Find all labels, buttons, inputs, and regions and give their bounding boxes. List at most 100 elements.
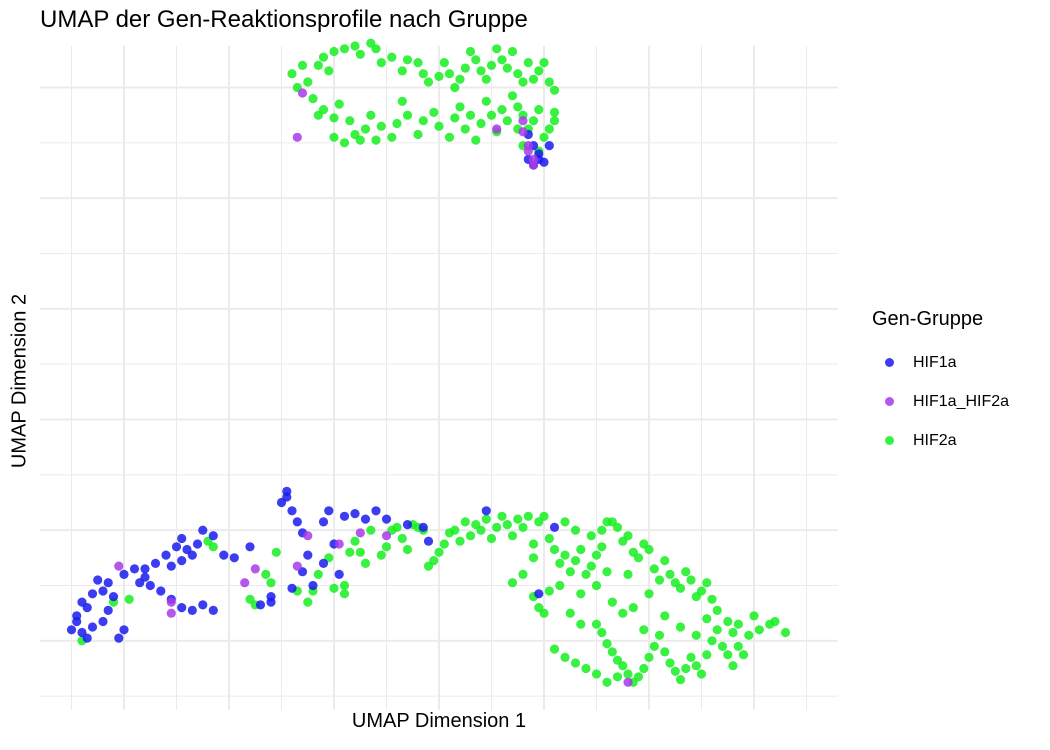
point-hif2a <box>345 547 355 557</box>
point-hif2a <box>649 641 659 652</box>
point-hif2a <box>570 658 581 668</box>
point-hif2a <box>628 603 638 613</box>
legend-swatch-hif1a-hif2a <box>885 397 894 406</box>
point-hif2a <box>586 531 596 541</box>
point-hif1a-hif2a <box>518 116 528 126</box>
point-hif1a <box>360 514 371 524</box>
point-hif2a <box>471 55 481 65</box>
point-hif2a <box>502 116 512 126</box>
point-hif2a <box>392 118 402 129</box>
legend-item-hif2a: HIF2a <box>872 421 1009 460</box>
point-hif2a <box>381 542 392 552</box>
point-hif1a-hif2a <box>292 561 302 571</box>
point-hif2a <box>518 569 528 580</box>
point-hif2a <box>570 556 581 566</box>
point-hif2a <box>481 74 491 84</box>
point-hif2a <box>371 44 381 54</box>
point-hif1a <box>140 564 150 574</box>
point-hif2a <box>523 58 533 68</box>
point-hif2a <box>644 544 654 555</box>
point-hif2a <box>339 44 350 54</box>
point-hif2a <box>597 525 607 535</box>
point-hif2a <box>681 567 691 577</box>
point-hif2a <box>623 569 633 580</box>
point-hif2a <box>702 614 712 624</box>
point-hif2a <box>607 597 617 607</box>
point-hif2a <box>576 589 586 599</box>
point-hif2a <box>507 578 518 588</box>
point-hif2a <box>465 46 476 57</box>
point-hif1a-hif2a <box>250 564 260 574</box>
point-hif2a <box>633 553 644 563</box>
point-hif2a <box>360 558 371 569</box>
point-hif2a <box>549 85 560 95</box>
point-hif1a <box>423 536 434 546</box>
point-hif1a <box>381 514 392 524</box>
point-hif2a <box>518 77 528 87</box>
point-hif2a <box>686 575 696 585</box>
legend-item-hif1a-hif2a: HIF1a_HIF2a <box>872 382 1009 421</box>
point-hif2a <box>686 652 696 663</box>
point-hif2a <box>576 544 586 555</box>
point-hif2a <box>565 567 575 577</box>
point-hif2a <box>402 110 413 120</box>
point-hif2a <box>355 547 365 557</box>
point-hif2a <box>455 102 465 112</box>
point-hif1a <box>108 592 119 602</box>
point-hif2a <box>387 52 397 62</box>
point-hif2a <box>702 578 712 588</box>
point-hif2a <box>355 135 365 145</box>
point-hif1a <box>544 141 554 151</box>
point-hif1a <box>318 558 329 569</box>
point-hif2a <box>313 60 323 70</box>
point-hif2a <box>492 44 502 54</box>
point-hif2a <box>439 58 449 68</box>
point-hif2a <box>486 110 497 120</box>
point-hif2a <box>560 652 570 663</box>
y-axis-label: UMAP Dimension 2 <box>8 293 31 469</box>
point-hif2a <box>654 575 665 585</box>
point-hif2a <box>402 544 413 555</box>
point-hif2a <box>696 669 707 679</box>
point-hif1a <box>334 569 344 580</box>
point-hif2a <box>717 641 728 652</box>
point-hif2a <box>660 611 670 621</box>
point-hif2a <box>670 666 680 676</box>
point-hif2a <box>597 627 607 638</box>
point-hif2a <box>350 536 360 546</box>
point-hif2a <box>581 663 591 674</box>
point-hif2a <box>780 627 791 638</box>
point-hif2a <box>418 116 428 126</box>
point-hif2a <box>329 46 339 57</box>
point-hif1a-hif2a <box>528 160 539 170</box>
point-hif2a <box>397 533 407 544</box>
point-hif1a <box>229 553 239 563</box>
point-hif2a <box>528 553 539 563</box>
point-hif1a <box>177 556 187 566</box>
point-hif1a-hif2a <box>114 561 124 571</box>
point-hif1a <box>402 520 413 530</box>
legend-item-hif1a: HIF1a <box>872 343 1009 382</box>
legend-label-hif2a: HIF2a <box>913 431 957 449</box>
point-hif1a <box>287 506 297 516</box>
point-hif2a <box>513 102 523 112</box>
point-hif1a <box>129 564 140 574</box>
legend-label-hif1a-hif2a: HIF1a_HIF2a <box>913 392 1010 410</box>
point-hif2a <box>597 542 607 552</box>
point-hif1a <box>339 511 350 521</box>
point-hif1a <box>534 589 544 599</box>
point-hif2a <box>507 46 518 57</box>
point-hif2a <box>124 594 134 604</box>
point-hif1a <box>219 550 229 560</box>
point-hif2a <box>465 531 476 541</box>
point-hif1a <box>187 550 197 560</box>
legend-swatch-hif2a <box>885 436 894 445</box>
point-hif2a <box>476 118 486 129</box>
point-hif2a <box>539 511 549 521</box>
point-hif2a <box>455 536 465 546</box>
point-hif2a <box>523 511 533 521</box>
point-hif2a <box>639 663 649 674</box>
point-hif2a <box>728 627 738 638</box>
point-hif2a <box>539 608 549 618</box>
point-hif2a <box>665 658 675 668</box>
